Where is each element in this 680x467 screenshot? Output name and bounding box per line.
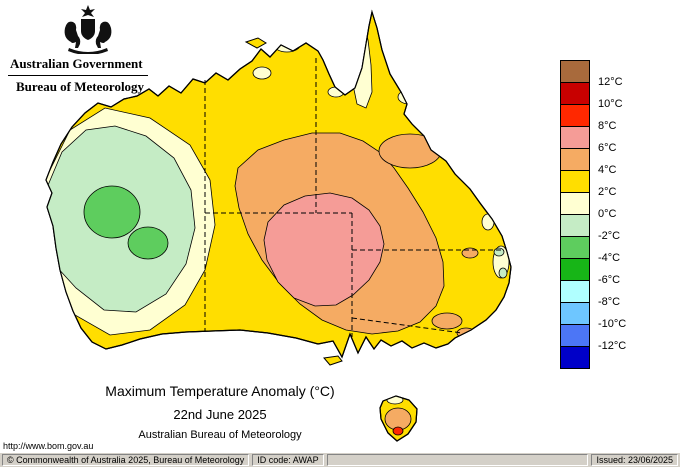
legend-swatch-band-11 [560,302,590,325]
status-bar-spacer [326,454,589,466]
kangaroo-island [323,355,343,366]
map-date: 22nd June 2025 [173,407,267,422]
anomaly-region-green-core-2 [127,226,169,260]
anomaly-region-green-core-1 [83,185,141,239]
legend-label: -2°C [598,230,621,242]
issued-text: Issued: 23/06/2025 [591,454,678,466]
map-title: Maximum Temperature Anomaly (°C) [105,383,335,399]
legend-label: 2°C [598,186,617,198]
status-bar: © Commonwealth of Australia 2025, Bureau… [0,452,680,467]
legend-swatch-band-3 [560,126,590,149]
anomaly-spot-cream-2 [427,96,447,110]
tasmania-anomaly-regions [384,396,412,436]
legend-label: -12°C [598,340,627,352]
legend-label: 6°C [598,142,617,154]
anomaly-spot-cream-3 [273,37,301,53]
legend-label: 4°C [598,164,617,176]
header-rule [8,75,148,76]
legend-swatches [560,60,590,369]
crest-star [81,5,95,17]
copyright-text: © Commonwealth of Australia 2025, Bureau… [2,454,250,466]
legend-swatch-band-6 [560,192,590,215]
legend-label: 0°C [598,208,617,220]
state-borders [204,58,501,337]
mainland-coastline [45,9,512,359]
legend-label: 8°C [598,120,617,132]
anomaly-spot-palegreen-2 [498,267,508,279]
anomaly-legend: 12°C 10°C 8°C 6°C 4°C 2°C 0°C -2°C -4°C -6°C -8°C -… [560,60,670,369]
tasmania-coastline [379,395,418,442]
legend-swatch-band-5 [560,170,590,193]
anomaly-region-salmon-core [263,192,385,307]
map-organisation: Australian Bureau of Meteorology [138,429,302,441]
legend-swatch-band-12 [560,324,590,347]
legend-swatch-band-8 [560,236,590,259]
id-code-text: ID code: AWAP [252,454,324,466]
legend-label: 10°C [598,98,623,110]
legend-swatch-band-13 [560,346,590,369]
anomaly-spot-orange-vic-1 [431,312,463,330]
anomaly-spot-cream-6 [481,213,495,231]
melville-island [244,37,267,49]
legend-label: -10°C [598,318,627,330]
legend-swatch-band-1 [560,82,590,105]
legend-label: 12°C [598,76,623,88]
anomaly-spot-tas-red [392,426,404,436]
crest-kangaroo [64,21,81,48]
border-nsw-vic [351,317,463,334]
crest-shield [81,19,95,40]
coat-of-arms [64,5,112,54]
legend-swatch-band-0 [560,60,590,83]
crest-scroll [68,48,108,54]
legend-swatch-band-10 [560,280,590,303]
anomaly-spot-palegreen-1 [493,247,505,257]
legend-swatch-band-9 [560,258,590,281]
government-title: Australian Government [10,56,143,71]
crest-emu [95,21,112,48]
legend-label: -6°C [598,274,621,286]
anomaly-spot-cream-4 [252,66,272,80]
legend-swatch-band-7 [560,214,590,237]
map-title-block: Maximum Temperature Anomaly (°C) 22nd Ju… [55,383,385,441]
legend-label: -4°C [598,252,621,264]
legend-label: -8°C [598,296,621,308]
bom-url: http://www.bom.gov.au [3,441,94,451]
legend-swatch-band-2 [560,104,590,127]
legend-swatch-band-4 [560,148,590,171]
agency-header: Australian Government Bureau of Meteorol… [8,4,168,95]
agency-title: Bureau of Meteorology [16,79,145,94]
